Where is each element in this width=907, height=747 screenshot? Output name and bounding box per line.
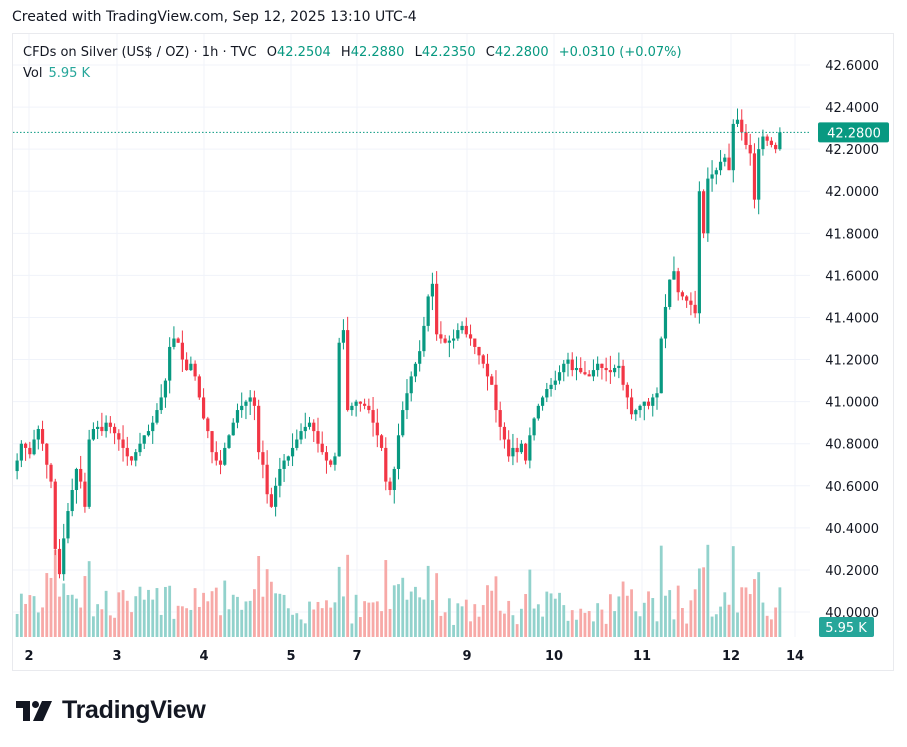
svg-text:5.95 K: 5.95 K [825, 621, 867, 636]
price-tick: 42.4000 [825, 101, 879, 116]
open-label: O [266, 45, 277, 60]
high-label: H [340, 45, 351, 60]
tradingview-logo[interactable]: TradingView [16, 696, 206, 725]
volume-value: 5.95 K [48, 66, 91, 81]
low-value: 42.2350 [421, 45, 476, 60]
logo-text: TradingView [62, 696, 206, 724]
price-tick: 42.0000 [825, 185, 879, 200]
price-tick: 40.8000 [825, 438, 879, 453]
price-tick: 41.2000 [825, 354, 879, 369]
volume-bars [15, 544, 782, 637]
time-tick: 12 [722, 649, 740, 664]
price-tick: 41.0000 [825, 396, 879, 411]
price-tick: 41.4000 [825, 311, 879, 326]
tradingview-logo-icon [16, 700, 52, 721]
time-tick: 3 [112, 649, 121, 664]
symbol-title: CFDs on Silver (US$ / OZ) · 1h · TVC [23, 45, 257, 60]
price-tick: 41.8000 [825, 227, 879, 242]
volume-legend: Vol 5.95 K [23, 66, 90, 81]
price-candles [15, 108, 782, 581]
svg-text:42.2800: 42.2800 [827, 126, 881, 141]
time-tick: 5 [286, 649, 295, 664]
time-tick: 7 [352, 649, 361, 664]
low-label: L [414, 45, 422, 60]
close-value: 42.2800 [494, 45, 549, 60]
chart-canvas[interactable]: 42.6000 42.4000 42.2000 42.0000 41.8000 41.60… [13, 34, 894, 670]
high-value: 42.2880 [350, 45, 405, 60]
created-with-caption: Created with TradingView.com, Sep 12, 20… [12, 9, 417, 25]
last-price-badge: 42.2800 [818, 122, 889, 143]
close-label: C [485, 45, 495, 60]
open-value: 42.2504 [277, 45, 331, 60]
time-axis[interactable]: 2 3 4 5 7 9 10 11 12 14 [24, 649, 804, 664]
price-tick: 40.4000 [825, 522, 879, 537]
time-tick: 10 [545, 649, 563, 664]
price-tick: 42.2000 [825, 143, 879, 158]
volume-label: Vol [23, 66, 43, 81]
price-axis[interactable]: 42.6000 42.4000 42.2000 42.0000 41.8000 41.60… [825, 59, 879, 621]
price-tick: 41.6000 [825, 269, 879, 284]
price-tick: 42.6000 [825, 59, 879, 74]
time-tick: 4 [199, 649, 208, 664]
symbol-legend: CFDs on Silver (US$ / OZ) · 1h · TVC O42… [23, 45, 682, 60]
volume-badge: 5.95 K [819, 617, 874, 637]
price-tick: 40.6000 [825, 480, 879, 495]
time-tick: 11 [633, 649, 651, 664]
change-value: +0.0310 (+0.07%) [558, 45, 682, 60]
price-tick: 40.2000 [825, 564, 879, 579]
grid-lines [13, 34, 810, 637]
time-tick: 9 [462, 649, 471, 664]
time-tick: 14 [786, 649, 804, 664]
time-tick: 2 [24, 649, 33, 664]
